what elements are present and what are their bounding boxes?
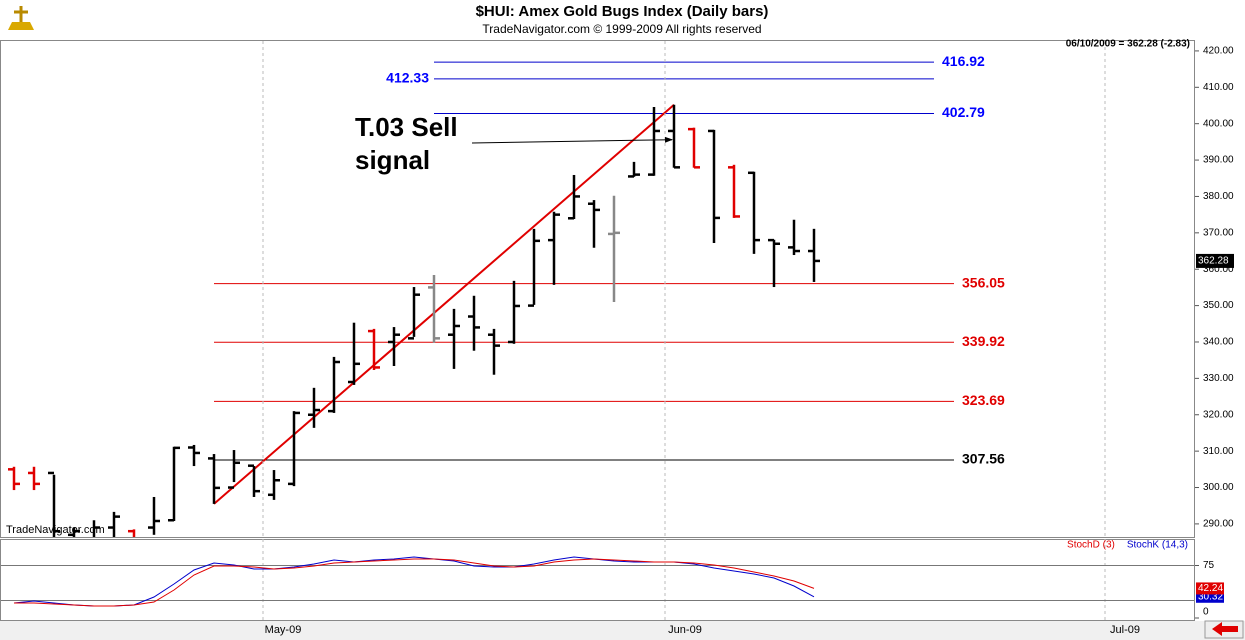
- y-tick-label: 330.00: [1203, 373, 1234, 384]
- y-tick-label: 400.00: [1203, 118, 1234, 129]
- y-tick-label: 290.00: [1203, 519, 1234, 530]
- trendline: [213, 104, 675, 505]
- stoch-line: [14, 558, 815, 607]
- logo: [8, 6, 34, 30]
- y-tick-label: 390.00: [1203, 155, 1234, 166]
- level-label: 323.69: [962, 392, 1005, 408]
- title: $HUI: Amex Gold Bugs Index (Daily bars): [476, 3, 769, 20]
- annotation-text: T.03 Sell: [355, 112, 458, 142]
- level-label: 412.33: [386, 70, 429, 86]
- last-price-tag: [1196, 253, 1234, 268]
- stoch-panel: [0, 539, 1195, 621]
- y-tick-label: 420.00: [1203, 46, 1234, 57]
- level-label: 402.79: [942, 104, 985, 120]
- subtitle: TradeNavigator.com © 1999-2009 All right…: [482, 22, 761, 36]
- y-tick-label: 360.00: [1203, 264, 1234, 275]
- x-tick-label: Jul-09: [1110, 624, 1140, 636]
- y-tick-label: 0: [1203, 607, 1209, 618]
- y-tick-label: 300.00: [1203, 482, 1234, 493]
- level-label: 416.92: [942, 53, 985, 69]
- y-tick-label: 370.00: [1203, 227, 1234, 238]
- watermark: TradeNavigator.com: [6, 524, 105, 536]
- x-tick-label: May-09: [265, 624, 302, 636]
- annotation-text: signal: [355, 145, 430, 175]
- value-tag-label: 30.32: [1198, 591, 1223, 602]
- level-label: 307.56: [962, 451, 1005, 467]
- value-tag-label: 42.24: [1198, 583, 1223, 594]
- y-tick-label: 380.00: [1203, 191, 1234, 202]
- y-tick-label: 350.00: [1203, 300, 1234, 311]
- level-label: 356.05: [962, 274, 1005, 290]
- legend-entry: StochD (3): [1067, 540, 1115, 551]
- y-tick-label: 410.00: [1203, 82, 1234, 93]
- level-label: 339.92: [962, 333, 1005, 349]
- annotation-arrow: [471, 136, 673, 144]
- y-tick-label: 75: [1203, 560, 1215, 571]
- status: 06/10/2009 = 362.28 (-2.83): [1066, 39, 1190, 50]
- x-axis-band: [0, 621, 1245, 640]
- y-tick-label: 320.00: [1203, 409, 1234, 420]
- last-price-label: 362.28: [1198, 256, 1229, 267]
- price-panel: [0, 40, 1195, 538]
- scroll-button[interactable]: [1204, 620, 1244, 639]
- value-tag: [1196, 582, 1224, 595]
- legend-entry: StochK (14,3): [1127, 540, 1188, 551]
- y-tick-label: 310.00: [1203, 446, 1234, 457]
- y-tick-label: 340.00: [1203, 337, 1234, 348]
- plot: [8, 61, 954, 537]
- x-tick-label: Jun-09: [668, 624, 702, 636]
